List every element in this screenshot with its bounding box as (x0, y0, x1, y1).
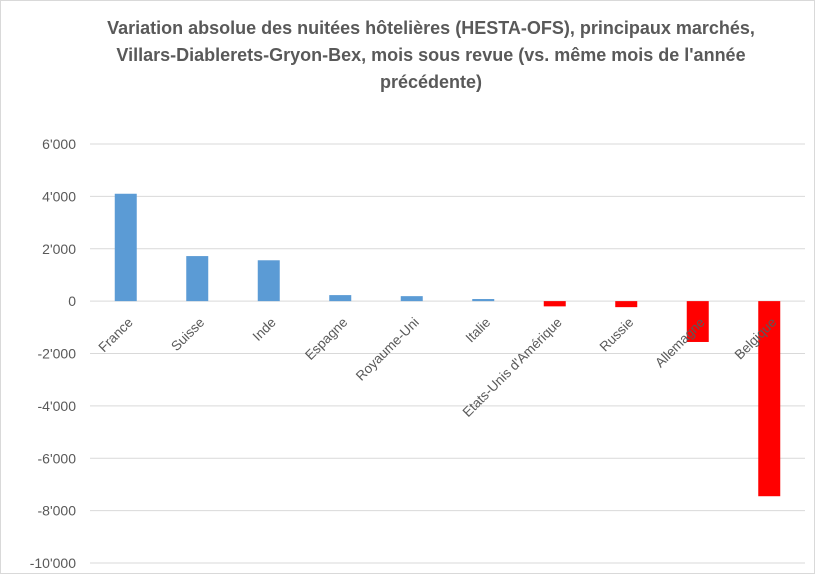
y-tick-label: -2'000 (38, 346, 77, 362)
bar-inde (257, 260, 280, 302)
bar-france (114, 193, 137, 302)
chart-title: Variation absolue des nuitées hôtelières… (107, 18, 755, 92)
y-tick-label: -10'000 (30, 555, 76, 571)
x-category-label: France (96, 315, 136, 355)
x-category-label: Allemagne (652, 315, 708, 371)
bar-allemagne (686, 301, 709, 342)
y-axis-ticks: 6'000 4'000 2'000 0 -2'000 -4'000 -6'000 -8'000… (30, 136, 76, 571)
category-labels: France Suisse Inde Espagne Royaume-Uni Italie… (96, 315, 780, 420)
bars (114, 193, 781, 497)
bar-suisse (186, 256, 209, 302)
y-tick-label: -4'000 (38, 398, 77, 414)
x-category-label: Russie (597, 315, 637, 355)
bar-etats-unis-d-am-rique (543, 301, 566, 307)
y-tick-label: 0 (68, 293, 76, 309)
x-category-label: Espagne (302, 315, 350, 363)
y-tick-label: 2'000 (42, 241, 76, 257)
bar-italie (472, 299, 495, 302)
bar-russie (615, 301, 638, 308)
x-category-label: Royaume-Uni (353, 315, 422, 384)
y-tick-label: 4'000 (42, 188, 76, 204)
bar-espagne (329, 295, 352, 302)
y-tick-label: 6'000 (42, 136, 76, 152)
gridlines (90, 143, 805, 564)
bar-royaume-uni (400, 296, 423, 302)
x-category-label: Inde (250, 315, 279, 344)
x-category-label: Suisse (168, 315, 207, 354)
y-tick-label: -6'000 (38, 450, 77, 466)
y-tick-label: -8'000 (38, 503, 77, 519)
x-category-label: Italie (463, 315, 494, 346)
bar-belgique (758, 301, 781, 497)
